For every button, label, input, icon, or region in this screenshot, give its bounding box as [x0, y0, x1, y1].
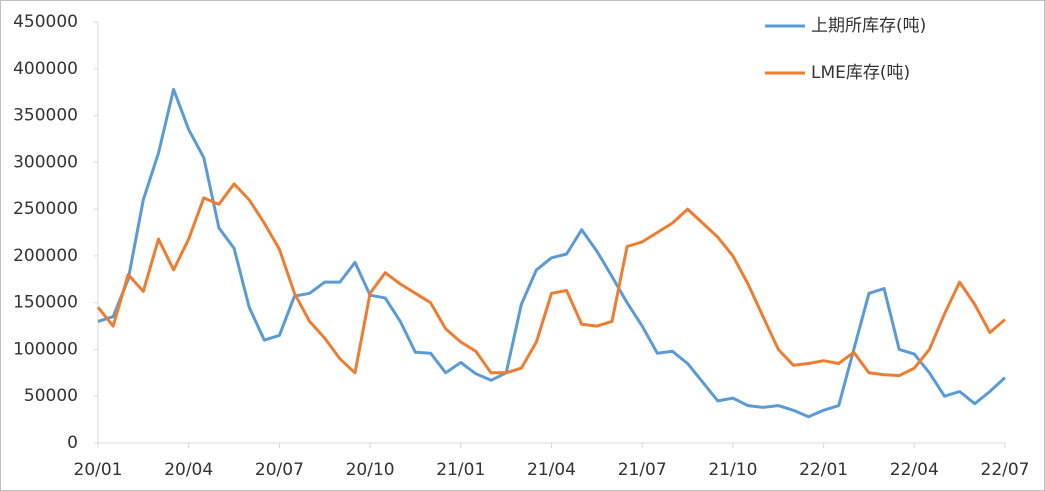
- y-tick-label: 250000: [13, 199, 78, 219]
- x-tick-label: 20/01: [74, 460, 123, 480]
- y-tick-label: 0: [67, 433, 78, 453]
- x-tick-label: 20/10: [346, 460, 395, 480]
- x-tick-label: 21/04: [527, 460, 576, 480]
- y-tick-label: 450000: [13, 12, 78, 32]
- x-tick-label: 21/10: [708, 460, 757, 480]
- x-tick-label: 22/01: [799, 460, 848, 480]
- legend-label: 上期所库存(吨): [811, 16, 926, 36]
- y-tick-label: 100000: [13, 339, 78, 359]
- x-tick-label: 22/04: [890, 460, 939, 480]
- x-tick-label: 21/01: [436, 460, 485, 480]
- series-line: [96, 182, 1006, 378]
- x-tick-label: 22/07: [981, 460, 1030, 480]
- y-tick-label: 350000: [13, 106, 78, 126]
- series-line: [97, 87, 1007, 419]
- y-tick-label: 400000: [13, 59, 78, 79]
- y-tick-label: 200000: [13, 246, 78, 266]
- legend-label: LME库存(吨): [811, 63, 910, 83]
- x-tick-label: 20/04: [164, 460, 213, 480]
- y-tick-label: 50000: [24, 386, 78, 406]
- x-tick-label: 21/07: [618, 460, 667, 480]
- y-tick-label: 150000: [13, 293, 78, 313]
- x-tick-label: 20/07: [255, 460, 304, 480]
- y-tick-label: 300000: [13, 152, 78, 172]
